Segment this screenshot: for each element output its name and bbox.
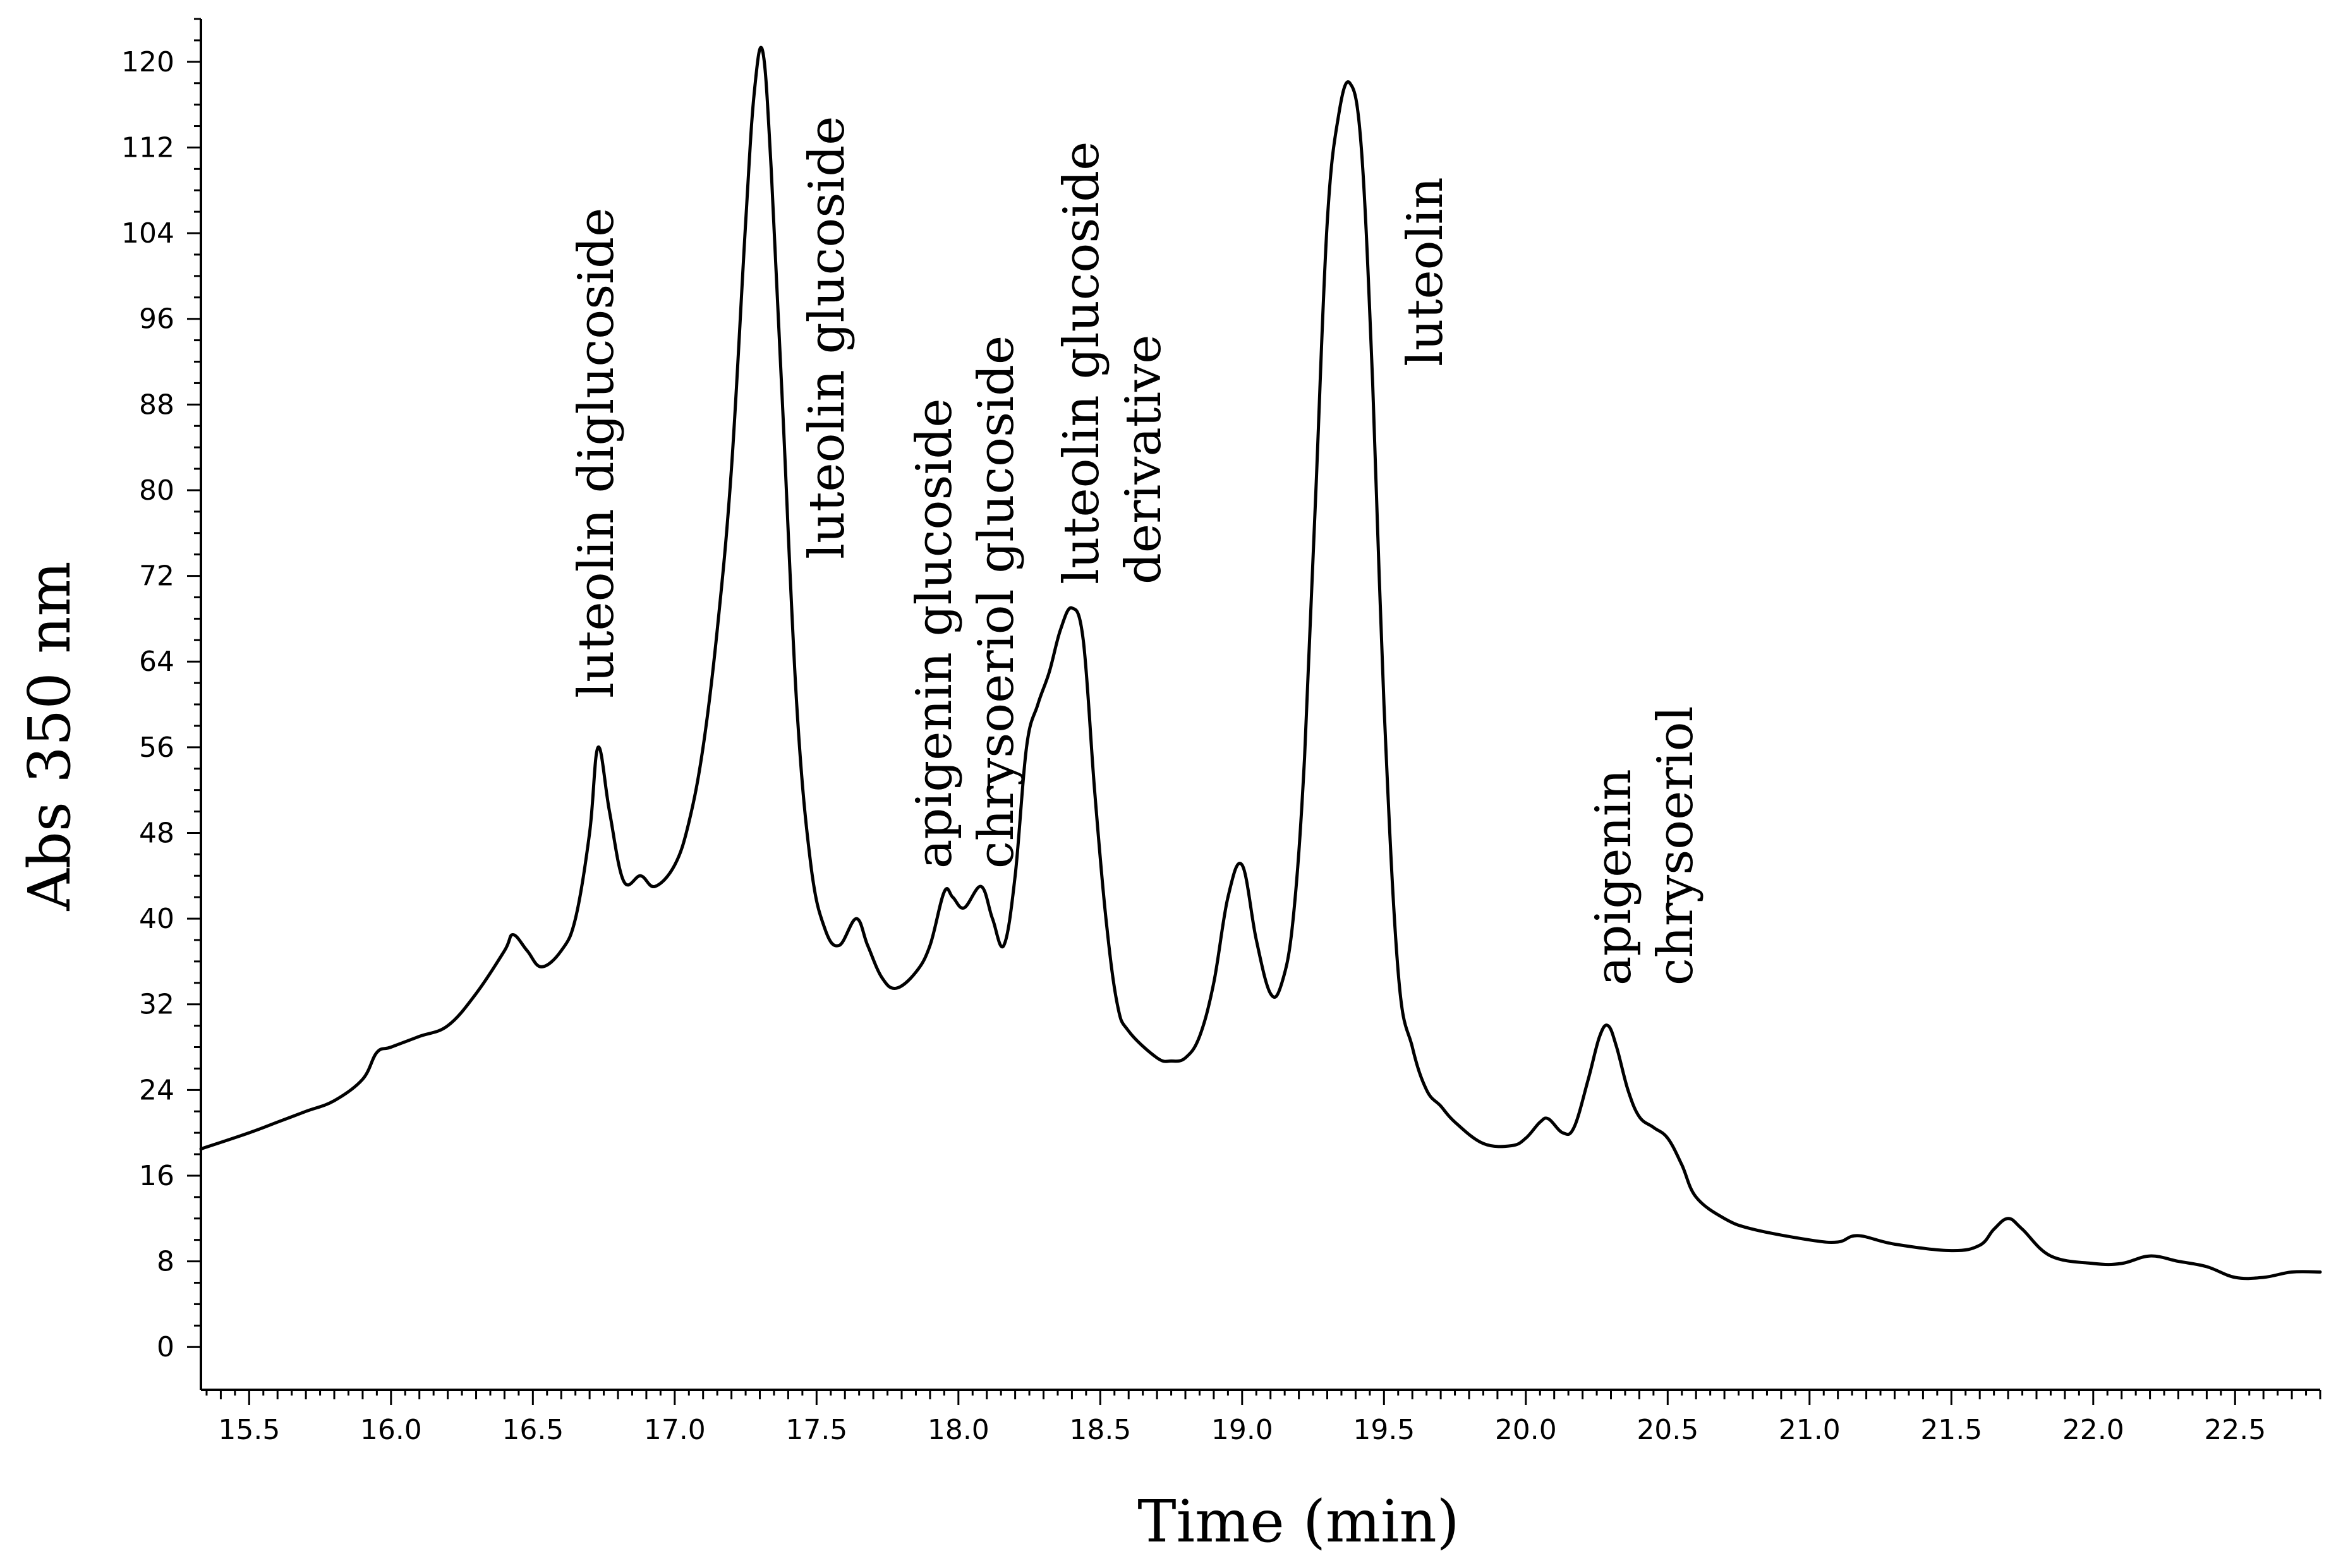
y-tick-label: 80 [139,474,174,507]
y-tick-label: 8 [157,1246,174,1278]
x-tick-label: 22.5 [2204,1414,2266,1446]
y-tick-label: 64 [139,646,174,678]
peak-label: apigenin glucoside [906,398,963,869]
peak-label: chrysoeriol glucoside [968,335,1025,869]
y-tick-label: 40 [139,903,174,935]
y-tick-label: 24 [139,1074,174,1106]
x-tick-label: 19.5 [1353,1414,1415,1446]
x-tick-label: 16.0 [360,1414,422,1446]
y-tick-label: 56 [139,732,174,764]
y-tick-label: 0 [157,1331,174,1363]
peak-label: derivative [1115,335,1172,584]
x-axis-title: Time (min) [1137,1488,1459,1555]
x-tick-label: 16.5 [502,1414,564,1446]
x-tick-label: 20.5 [1637,1414,1698,1446]
peak-label: chrysoeriol [1647,706,1704,986]
y-tick-label: 104 [121,217,174,250]
x-tick-label: 21.0 [1779,1414,1841,1446]
y-tick-label: 16 [139,1160,174,1192]
x-tick-label: 15.5 [218,1414,280,1446]
y-tick-label: 88 [139,389,174,421]
x-tick-label: 21.5 [1920,1414,1982,1446]
x-axis-ticks: 15.5 16.0 16.5 17.0 17.5 18.0 18.5 19.0 19.5 20.0… [205,1390,2321,1446]
peak-label: luteolin glucoside [1053,142,1110,584]
axes [200,19,2320,1391]
y-tick-label: 48 [139,817,174,849]
x-tick-label: 18.5 [1069,1414,1131,1446]
peak-label: luteolin [1397,177,1454,366]
series-layer [199,45,2322,1281]
x-tick-label: 17.5 [785,1414,847,1446]
x-tick-label: 17.0 [644,1414,706,1446]
peak-label: luteolin glucoside [799,116,856,559]
y-axis-title: Abs 350 nm [16,561,83,911]
y-tick-label: 96 [139,303,174,335]
y-axis-ticks: 0 8 16 24 32 40 48 56 64 72 80 88 96 104 112 120 [121,18,201,1363]
x-tick-label: 20.0 [1495,1414,1557,1446]
y-tick-label: 112 [121,131,174,164]
y-tick-label: 120 [121,46,174,78]
peak-label: luteolin diglucoside [568,208,625,698]
peak-annotations: luteolin diglucoside luteolin glucoside ap… [568,116,1704,986]
y-tick-label: 32 [139,989,174,1021]
peak-label: apigenin [1585,769,1642,986]
y-tick-label: 72 [139,560,174,593]
chromatogram-trace [199,45,2322,1281]
x-tick-label: 22.0 [2062,1414,2124,1446]
x-tick-label: 18.0 [928,1414,989,1446]
x-tick-label: 19.0 [1211,1414,1273,1446]
